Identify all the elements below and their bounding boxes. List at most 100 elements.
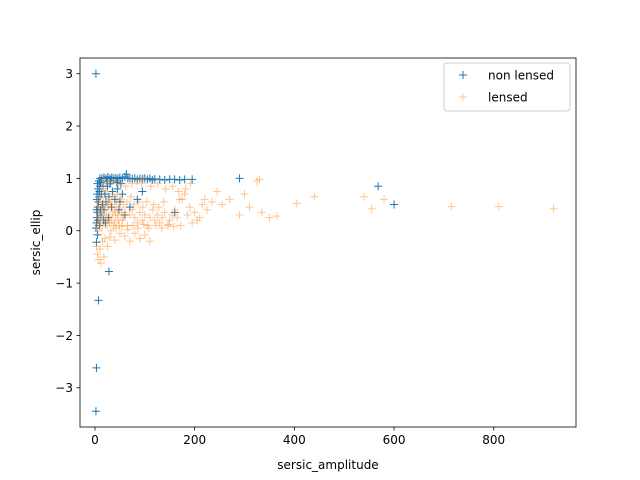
data-point — [178, 195, 187, 204]
data-point — [107, 197, 116, 206]
data-point — [170, 208, 179, 217]
data-point — [155, 175, 164, 184]
data-point — [104, 267, 113, 276]
data-point — [117, 222, 126, 231]
data-point — [96, 259, 105, 268]
data-point — [125, 211, 134, 220]
data-point — [169, 222, 178, 231]
data-point — [95, 221, 104, 230]
data-point — [160, 175, 169, 184]
data-point — [92, 238, 101, 247]
data-point — [153, 211, 162, 220]
data-point — [104, 192, 113, 201]
data-point — [114, 205, 123, 214]
data-point — [95, 216, 104, 225]
y-tick-label: 3 — [65, 67, 73, 81]
data-point — [208, 197, 217, 206]
data-point — [120, 208, 129, 217]
data-point — [108, 187, 117, 196]
data-point — [200, 195, 209, 204]
data-point — [101, 187, 110, 196]
data-point — [185, 203, 194, 212]
data-point — [245, 203, 254, 212]
legend-label-non-lensed: non lensed — [488, 69, 554, 83]
data-point — [235, 211, 244, 220]
x-axis-ticks: 0 200 400 600 800 — [91, 427, 505, 447]
data-point — [175, 175, 184, 184]
data-point — [104, 203, 113, 212]
legend: non lensed lensed — [443, 62, 571, 112]
data-point — [153, 179, 162, 188]
data-point — [198, 200, 207, 209]
x-tick-label: 0 — [91, 433, 99, 447]
data-point — [98, 211, 107, 220]
data-point — [173, 213, 182, 222]
data-point — [129, 200, 138, 209]
data-point — [107, 173, 116, 182]
axes-frame — [79, 57, 577, 428]
data-point — [218, 200, 227, 209]
data-point — [133, 218, 142, 227]
data-point — [240, 190, 249, 199]
data-point — [107, 203, 116, 212]
data-point — [102, 211, 111, 220]
data-point — [91, 407, 100, 416]
data-point — [112, 178, 121, 187]
data-point — [235, 174, 244, 183]
data-point — [114, 216, 123, 225]
data-point — [142, 197, 151, 206]
data-point — [125, 237, 134, 246]
data-point — [104, 213, 113, 222]
data-point — [101, 197, 110, 206]
data-point — [121, 182, 130, 191]
series-non-lensed — [91, 69, 399, 416]
data-point — [165, 216, 174, 225]
data-point — [176, 221, 185, 230]
data-point — [130, 213, 139, 222]
data-point — [92, 203, 101, 212]
data-point — [108, 177, 117, 185]
data-point — [135, 208, 144, 217]
data-point — [360, 192, 369, 201]
data-point — [126, 192, 135, 201]
data-point — [94, 213, 103, 222]
data-point — [112, 192, 121, 201]
data-point — [145, 237, 154, 246]
data-point — [99, 177, 108, 185]
data-point — [494, 202, 503, 211]
y-tick-label: 1 — [65, 172, 73, 186]
data-point — [170, 175, 179, 184]
data-point — [96, 205, 105, 214]
data-point — [119, 213, 128, 222]
data-point — [134, 197, 143, 206]
data-point — [96, 178, 105, 187]
data-point — [100, 205, 109, 214]
data-point — [106, 200, 115, 209]
data-point — [310, 192, 319, 201]
data-point — [103, 242, 112, 251]
data-point — [130, 229, 139, 238]
data-point — [188, 175, 197, 184]
data-point — [180, 190, 189, 199]
data-point — [146, 182, 155, 191]
data-point — [139, 220, 148, 229]
data-point — [257, 208, 266, 217]
data-point — [123, 221, 132, 230]
data-point — [139, 174, 148, 183]
legend-marker-non-lensed — [459, 71, 467, 79]
data-point — [97, 190, 106, 199]
data-point — [98, 237, 107, 246]
series-lensed — [92, 174, 558, 268]
data-point — [120, 231, 129, 240]
data-point — [188, 218, 197, 227]
data-point — [163, 221, 172, 230]
data-point — [94, 296, 103, 305]
data-point — [115, 229, 124, 238]
data-point — [193, 216, 202, 225]
plot-area — [91, 69, 558, 416]
data-point — [151, 221, 160, 230]
x-tick-label: 400 — [283, 433, 306, 447]
data-point — [272, 212, 281, 221]
legend-item-non-lensed: non lensed — [459, 69, 554, 83]
